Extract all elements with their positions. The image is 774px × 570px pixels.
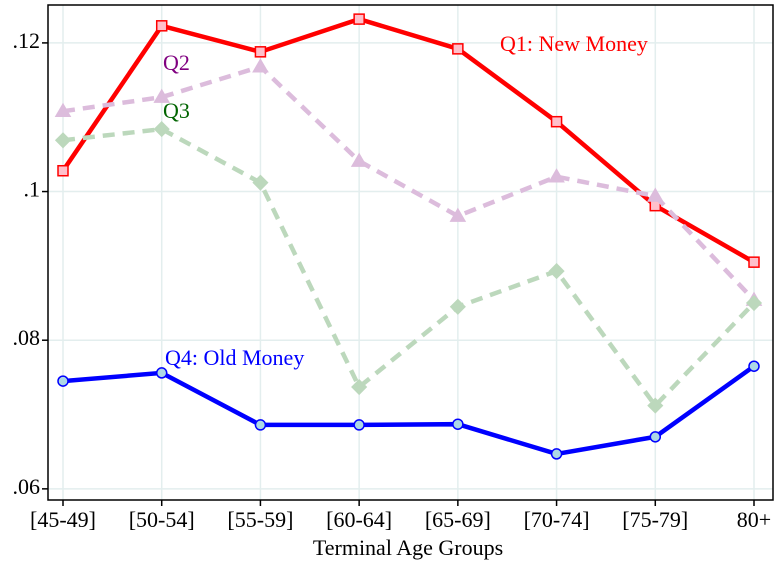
data-point <box>254 419 267 431</box>
plot-frame <box>47 4 774 501</box>
data-point <box>452 43 464 55</box>
data-point <box>745 294 763 312</box>
data-point <box>153 121 170 138</box>
data-point <box>452 418 464 430</box>
data-point <box>548 263 565 280</box>
data-point <box>449 207 467 222</box>
data-point <box>748 256 760 268</box>
y-tick-label: .1 <box>24 177 41 202</box>
x-tick-label: [50-54] <box>129 507 195 532</box>
data-point <box>353 419 365 431</box>
series-line <box>62 364 756 457</box>
data-point <box>449 298 466 315</box>
x-axis-title: Terminal Age Groups <box>313 535 503 560</box>
x-tick-label: [55-59] <box>227 507 293 532</box>
series-line <box>62 64 756 302</box>
data-point <box>351 378 368 396</box>
data-point <box>550 115 563 128</box>
x-tick-label: [75-79] <box>622 507 688 532</box>
data-point <box>54 102 72 118</box>
data-point <box>254 46 267 58</box>
x-tick-label: [60-64] <box>326 507 392 532</box>
data-point <box>155 367 168 379</box>
data-point <box>649 431 662 443</box>
data-point <box>550 448 563 460</box>
series-label: Q3 <box>163 98 190 123</box>
data-point <box>155 20 168 32</box>
data-point <box>548 168 565 183</box>
y-tick-label: .06 <box>13 474 41 499</box>
x-tick-label: [70-74] <box>524 507 590 532</box>
data-point <box>252 58 269 73</box>
series-label: Q1: New Money <box>500 31 648 56</box>
data-point <box>748 360 760 372</box>
y-tick-label: .12 <box>13 28 41 53</box>
data-point <box>252 174 269 191</box>
data-point <box>54 132 72 149</box>
series-label: Q2 <box>163 50 190 75</box>
data-point <box>153 88 171 103</box>
data-point <box>646 187 664 202</box>
series-label: Q4: Old Money <box>165 345 304 370</box>
data-point <box>647 397 664 414</box>
data-point <box>57 164 69 177</box>
series-line <box>62 126 756 410</box>
data-point <box>57 375 69 387</box>
x-tick-label: 80+ <box>737 507 771 532</box>
y-tick-label: .08 <box>13 325 41 350</box>
x-tick-label: [65-69] <box>425 507 491 532</box>
data-point <box>350 152 368 167</box>
x-tick-label: [45-49] <box>30 507 96 532</box>
data-point <box>353 13 365 25</box>
